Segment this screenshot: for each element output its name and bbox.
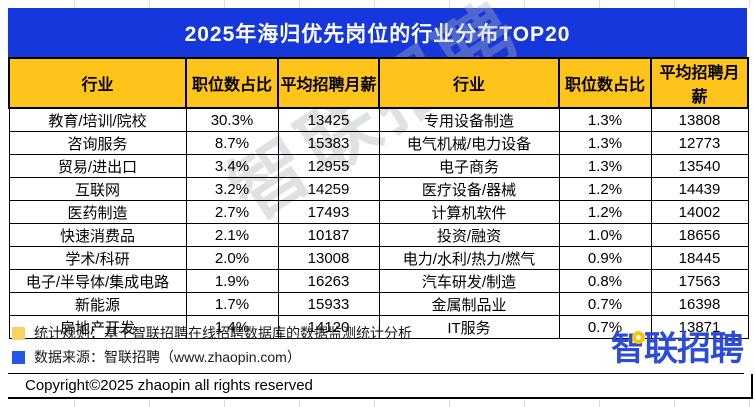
copyright-text: Copyright©2025 zhaopin all rights reserv… <box>25 377 313 394</box>
salary-cell: 13871 <box>650 315 749 339</box>
share-cell: 3.4% <box>185 154 279 178</box>
salary-cell: 14439 <box>650 177 749 201</box>
header-share-left: 职位数占比 <box>185 57 279 109</box>
table-row: 贸易/进出口 3.4% 12955 电子商务 1.3% 13540 <box>8 154 749 178</box>
salary-cell: 16263 <box>277 269 380 293</box>
table-row: 快速消费品 2.1% 10187 投资/融资 1.0% 18656 <box>8 223 749 247</box>
industry-cell: 投资/融资 <box>378 223 560 247</box>
table-body: 教育/培训/院校 30.3% 13425 专用设备制造 1.3% 13808 咨询服务 8.7… <box>8 107 749 339</box>
salary-cell: 17493 <box>277 200 380 224</box>
share-cell: 2.0% <box>185 246 279 270</box>
share-cell: 1.3% <box>558 131 652 155</box>
salary-cell: 14259 <box>277 177 380 201</box>
stat-rule-row: 统计规则：基于智联招聘在线招聘数据库的数据监测统计分析 <box>12 323 412 343</box>
industry-cell: 教育/培训/院校 <box>8 107 187 132</box>
share-cell: 2.1% <box>185 223 279 247</box>
data-source-text: 数据来源：智联招聘（www.zhaopin.com） <box>34 349 301 365</box>
share-cell: 30.3% <box>185 107 279 132</box>
table-row: 学术/科研 2.0% 13008 电力/水利/热力/燃气 0.9% 18445 <box>8 246 749 270</box>
industry-cell: 咨询服务 <box>8 131 187 155</box>
share-cell: 0.7% <box>558 292 652 316</box>
header-share-right: 职位数占比 <box>558 57 652 109</box>
share-cell: 1.4% <box>185 315 279 339</box>
salary-cell: 18445 <box>650 246 749 270</box>
industry-cell: 快速消费品 <box>8 223 187 247</box>
industry-table: 行业 职位数占比 平均招聘月薪 行业 职位数占比 平均招聘月薪 教育/培训/院校… <box>8 57 749 339</box>
share-cell: 2.7% <box>185 200 279 224</box>
salary-cell: 17563 <box>650 269 749 293</box>
salary-cell: 12955 <box>277 154 380 178</box>
salary-cell: 13540 <box>650 154 749 178</box>
zhaopin-logo: 智联招聘 <box>611 329 744 369</box>
share-cell: 1.7% <box>185 292 279 316</box>
industry-cell: 电子/半导体/集成电路 <box>8 269 187 293</box>
salary-cell: 12773 <box>650 131 749 155</box>
table-row: 互联网 3.2% 14259 医疗设备/器械 1.2% 14439 <box>8 177 749 201</box>
salary-cell: 10187 <box>277 223 380 247</box>
salary-cell: 15933 <box>277 292 380 316</box>
industry-cell: 互联网 <box>8 177 187 201</box>
header-salary-right: 平均招聘月薪 <box>650 57 749 109</box>
title-banner: 2025年海归优先岗位的行业分布TOP20 <box>8 8 747 57</box>
industry-cell: 计算机软件 <box>378 200 560 224</box>
share-cell: 1.0% <box>558 223 652 247</box>
industry-cell: 房地产开发 <box>8 315 187 339</box>
logo-text: 智联招聘 <box>611 330 744 368</box>
salary-cell: 13008 <box>277 246 380 270</box>
salary-cell: 13808 <box>650 107 749 132</box>
stat-rule-text: 统计规则：基于智联招聘在线招聘数据库的数据监测统计分析 <box>34 325 412 341</box>
salary-cell: 18656 <box>650 223 749 247</box>
share-cell: 3.2% <box>185 177 279 201</box>
header-industry-left: 行业 <box>8 57 187 109</box>
industry-cell: IT服务 <box>378 315 560 339</box>
industry-cell: 电子商务 <box>378 154 560 178</box>
share-cell: 1.3% <box>558 154 652 178</box>
header-salary-left: 平均招聘月薪 <box>277 57 380 109</box>
industry-cell: 电气机械/电力设备 <box>378 131 560 155</box>
share-cell: 1.9% <box>185 269 279 293</box>
header-industry-right: 行业 <box>378 57 560 109</box>
salary-cell: 14002 <box>650 200 749 224</box>
table-row: 电子/半导体/集成电路 1.9% 16263 汽车研发/制造 0.8% 17563 <box>8 269 749 293</box>
salary-cell: 13425 <box>277 107 380 132</box>
salary-cell: 16398 <box>650 292 749 316</box>
yellow-square-icon <box>12 326 25 340</box>
data-source-row: 数据来源：智联招聘（www.zhaopin.com） <box>12 347 301 367</box>
industry-cell: 金属制品业 <box>378 292 560 316</box>
table-header-row: 行业 职位数占比 平均招聘月薪 行业 职位数占比 平均招聘月薪 <box>8 57 749 109</box>
table-row: 教育/培训/院校 30.3% 13425 专用设备制造 1.3% 13808 <box>8 107 749 132</box>
share-cell: 0.9% <box>558 246 652 270</box>
logo-dot-icon <box>632 331 645 344</box>
table-row: 房地产开发 1.4% 14120 IT服务 0.7% 13871 <box>8 315 749 339</box>
share-cell: 1.3% <box>558 107 652 132</box>
industry-cell: 贸易/进出口 <box>8 154 187 178</box>
share-cell: 8.7% <box>185 131 279 155</box>
excel-gridline-stubs-top <box>0 0 755 7</box>
industry-cell: 医药制造 <box>8 200 187 224</box>
industry-cell: 新能源 <box>8 292 187 316</box>
industry-cell: 专用设备制造 <box>378 107 560 132</box>
blue-square-icon <box>12 350 25 364</box>
share-cell: 0.8% <box>558 269 652 293</box>
page-title: 2025年海归优先岗位的行业分布TOP20 <box>184 22 571 46</box>
bottom-border-line <box>8 397 753 399</box>
industry-cell: 汽车研发/制造 <box>378 269 560 293</box>
industry-cell: 学术/科研 <box>8 246 187 270</box>
table-row: 医药制造 2.7% 17493 计算机软件 1.2% 14002 <box>8 200 749 224</box>
right-border-line <box>751 374 753 398</box>
table-row: 新能源 1.7% 15933 金属制品业 0.7% 16398 <box>8 292 749 316</box>
table-row: 咨询服务 8.7% 15383 电气机械/电力设备 1.3% 12773 <box>8 131 749 155</box>
salary-cell: 15383 <box>277 131 380 155</box>
industry-cell: 医疗设备/器械 <box>378 177 560 201</box>
industry-cell: 电力/水利/热力/燃气 <box>378 246 560 270</box>
share-cell: 1.2% <box>558 200 652 224</box>
share-cell: 1.2% <box>558 177 652 201</box>
excel-gridline-stubs-bottom <box>0 400 755 407</box>
footer-divider-line <box>8 373 744 374</box>
